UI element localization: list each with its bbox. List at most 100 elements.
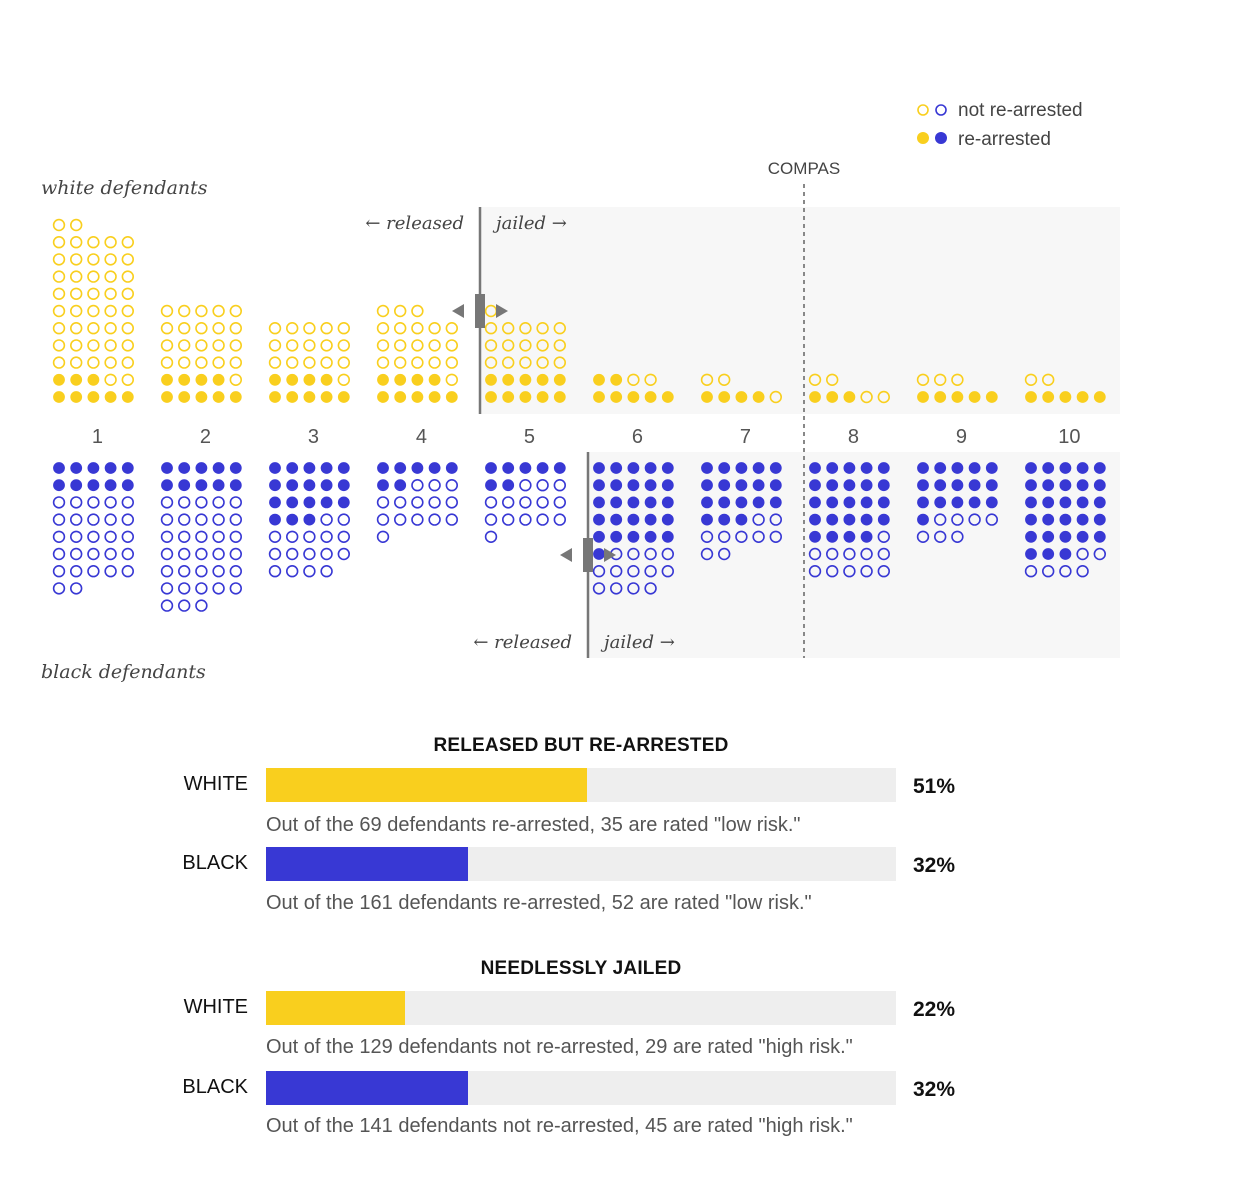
white-dot-score-5-rearrested — [536, 391, 549, 403]
white-jailed-region — [480, 207, 1120, 414]
legend-not-rearrested-label: not re-arrested — [958, 100, 1083, 121]
black-dot-score-1-not-rearrested — [121, 496, 135, 509]
white-dot-score-4-not-rearrested — [445, 373, 458, 386]
white-dot-score-9-rearrested — [951, 391, 964, 403]
black-dot-score-4-not-rearrested — [411, 496, 424, 509]
black-dot-score-9-not-rearrested — [951, 530, 964, 543]
black-dot-score-6-rearrested — [627, 496, 640, 509]
black-dot-score-2-not-rearrested — [212, 530, 225, 543]
white-dot-score-1-rearrested — [121, 391, 134, 403]
black-dot-score-6-rearrested — [610, 462, 623, 474]
white-dot-score-5-not-rearrested — [519, 356, 532, 369]
black-dot-score-7-not-rearrested — [769, 530, 782, 543]
white-dot-score-3-not-rearrested — [303, 322, 316, 335]
black-dot-score-6-not-rearrested — [644, 547, 657, 561]
white-dot-score-6-not-rearrested — [644, 373, 657, 386]
white-dot-score-10-rearrested — [1042, 391, 1055, 403]
legend-black-hollow-dot — [935, 104, 947, 116]
white-dot-score-3-rearrested — [286, 373, 299, 386]
black-dot-score-6-not-rearrested — [661, 564, 674, 578]
black-dot-score-6-not-rearrested — [627, 582, 640, 595]
row-label-black-released: BLACK — [182, 852, 248, 874]
black-dot-score-2-rearrested — [229, 479, 242, 492]
white-dot-score-6-rearrested — [593, 373, 605, 386]
black-dot-score-1-not-rearrested — [121, 513, 135, 526]
white-dot-score-3-not-rearrested — [320, 339, 333, 352]
legend-rearrested-label: re-arrested — [958, 129, 1051, 150]
white-dot-score-5-not-rearrested — [484, 322, 498, 335]
black-dot-score-8-rearrested — [826, 496, 839, 509]
black-dot-score-6-rearrested — [644, 496, 657, 509]
white-dot-score-1-not-rearrested — [52, 253, 66, 266]
black-dot-score-5-not-rearrested — [536, 513, 549, 526]
white-dot-score-5-rearrested — [485, 373, 497, 386]
white-dot-score-3-not-rearrested — [286, 356, 299, 369]
black-dot-score-6-not-rearrested — [644, 582, 657, 595]
white-right-arrow-icon[interactable] — [496, 304, 508, 318]
black-dot-score-8-not-rearrested — [808, 564, 822, 578]
black-dot-score-2-rearrested — [195, 479, 208, 492]
white-left-arrow-icon[interactable] — [452, 304, 464, 318]
black-dot-score-8-rearrested — [860, 513, 873, 526]
white-dot-score-4-not-rearrested — [394, 304, 407, 318]
white-dot-score-1-not-rearrested — [69, 287, 83, 300]
note-black-released: Out of the 161 defendants re-arrested, 5… — [266, 892, 812, 914]
black-dot-score-2-not-rearrested — [160, 513, 174, 526]
white-dot-score-3-rearrested — [303, 373, 316, 386]
white-dot-score-9-not-rearrested — [951, 373, 964, 386]
white-dot-score-7-rearrested — [735, 391, 748, 403]
black-dot-score-1-not-rearrested — [121, 547, 135, 561]
black-dot-score-7-rearrested — [701, 513, 713, 526]
black-dot-score-10-not-rearrested — [1041, 564, 1055, 578]
black-dot-score-9-rearrested — [934, 462, 947, 474]
black-dot-score-7-not-rearrested — [752, 530, 765, 543]
white-dot-score-5-not-rearrested — [536, 356, 549, 369]
black-dot-score-1-not-rearrested — [52, 582, 66, 595]
white-dot-score-6-rearrested — [610, 373, 623, 386]
black-right-arrow-icon[interactable] — [604, 548, 616, 562]
black-dot-score-8-rearrested — [826, 513, 839, 526]
black-dot-score-10-rearrested — [1093, 530, 1106, 543]
white-dot-score-2-not-rearrested — [160, 322, 174, 335]
black-dot-score-5-not-rearrested — [484, 513, 498, 526]
white-dot-score-1-not-rearrested — [69, 218, 83, 232]
black-dot-score-4-not-rearrested — [411, 513, 424, 526]
white-dot-score-3-not-rearrested — [268, 322, 282, 335]
white-threshold-handle[interactable] — [475, 294, 485, 328]
white-dot-score-3-rearrested — [320, 391, 333, 403]
white-dot-score-2-not-rearrested — [212, 339, 225, 352]
black-dot-score-10-rearrested — [1093, 462, 1106, 474]
black-dot-score-8-rearrested — [877, 462, 890, 474]
black-dot-score-1-not-rearrested — [52, 564, 66, 578]
white-dot-score-5-not-rearrested — [502, 339, 515, 352]
black-dot-score-3-rearrested — [269, 513, 281, 526]
black-threshold-handle[interactable] — [583, 538, 593, 572]
pct-white-released: 51% — [913, 775, 956, 798]
black-dot-score-9-rearrested — [985, 496, 998, 509]
black-dot-score-8-rearrested — [860, 496, 873, 509]
white-dot-score-4-not-rearrested — [376, 356, 390, 369]
black-dot-score-2-not-rearrested — [160, 599, 174, 612]
black-dot-score-10-not-rearrested — [1093, 547, 1107, 561]
black-dot-score-1-rearrested — [121, 479, 134, 492]
black-dot-score-5-rearrested — [485, 479, 497, 492]
black-left-arrow-icon[interactable] — [560, 548, 572, 562]
white-dot-score-5-rearrested — [536, 373, 549, 386]
white-dot-score-3-not-rearrested — [337, 322, 350, 335]
black-dot-score-8-rearrested — [809, 479, 821, 492]
white-dot-score-4-not-rearrested — [445, 339, 458, 352]
score-tick-label: 3 — [308, 426, 319, 448]
black-dot-score-4-not-rearrested — [445, 479, 458, 492]
white-dot-score-2-not-rearrested — [178, 304, 191, 318]
black-dot-score-8-not-rearrested — [825, 547, 839, 561]
score-tick-label: 8 — [848, 426, 859, 448]
white-dot-score-1-rearrested — [70, 373, 83, 386]
black-dot-score-2-rearrested — [161, 479, 173, 492]
black-dot-score-2-not-rearrested — [178, 496, 191, 509]
black-dot-score-3-rearrested — [303, 479, 316, 492]
white-dot-score-1-not-rearrested — [121, 270, 135, 283]
white-dot-score-1-not-rearrested — [104, 270, 117, 283]
black-released-label: ← released — [473, 632, 572, 653]
white-dot-score-9-rearrested — [917, 391, 929, 403]
black-dot-score-3-not-rearrested — [268, 564, 282, 578]
